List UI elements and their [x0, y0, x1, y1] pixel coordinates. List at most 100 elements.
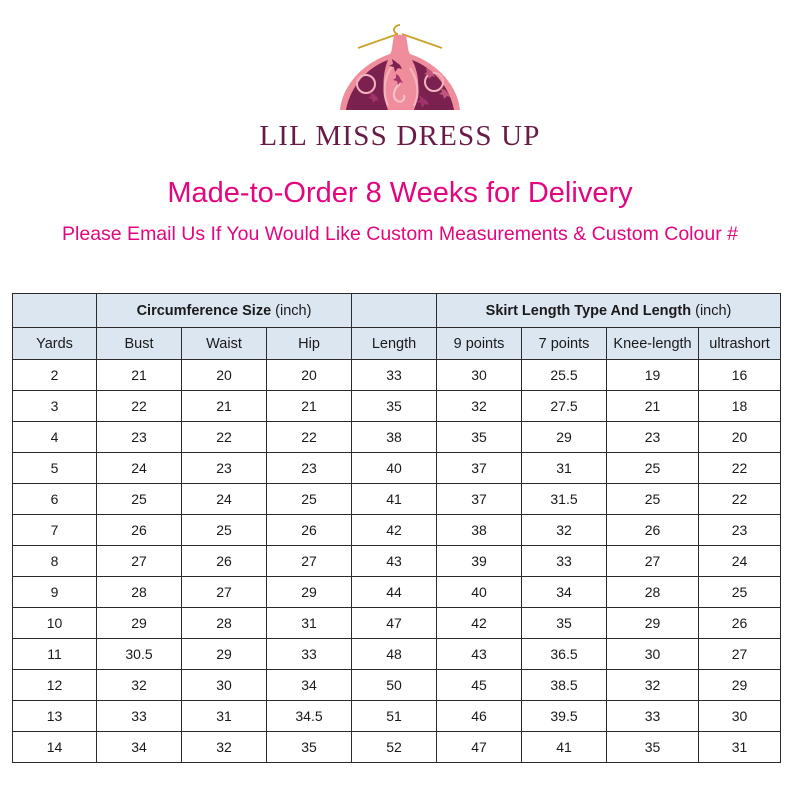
cell-hip: 25 — [265, 483, 353, 515]
table-row: 8 27 26 27 43 39 33 27 24 — [12, 545, 782, 577]
cell-9-points: 37 — [436, 483, 523, 515]
column-header-knee-length: Knee-length — [606, 327, 700, 360]
cell-7-points: 25.5 — [521, 359, 608, 391]
cell-waist: 22 — [181, 421, 267, 453]
column-header-length: Length — [351, 327, 438, 360]
cell-9-points: 46 — [436, 700, 523, 732]
cell-knee-length: 28 — [606, 576, 700, 608]
table-row: 11 30.5 29 33 48 43 36.5 30 27 — [12, 638, 782, 670]
brand-header: LIL MISS DRESS UP — [0, 0, 800, 151]
table-row: 2 21 20 20 33 30 25.5 19 16 — [12, 359, 782, 391]
cell-length: 41 — [351, 483, 438, 515]
cell-yards: 4 — [12, 421, 97, 453]
cell-knee-length: 30 — [606, 638, 700, 670]
cell-knee-length: 23 — [606, 421, 700, 453]
cell-knee-length: 35 — [606, 731, 700, 763]
table-row: 12 32 30 34 50 45 38.5 32 29 — [12, 669, 782, 701]
group-header-unit: (inch) — [271, 302, 312, 319]
cell-waist: 30 — [181, 669, 267, 701]
cell-ultrashort: 26 — [698, 607, 782, 639]
table-row: 5 24 23 23 40 37 31 25 22 — [12, 452, 782, 484]
cell-knee-length: 25 — [606, 483, 700, 515]
cell-ultrashort: 31 — [698, 731, 782, 763]
cell-length: 42 — [351, 514, 438, 546]
table-body: 2 21 20 20 33 30 25.5 19 16 3 22 21 21 35 32 27.5 21 18 4 2… — [12, 359, 782, 763]
cell-knee-length: 19 — [606, 359, 700, 391]
cell-ultrashort: 18 — [698, 390, 782, 422]
cell-bust: 32 — [96, 669, 182, 701]
cell-length: 38 — [351, 421, 438, 453]
cell-hip: 20 — [265, 359, 353, 391]
cell-hip: 35 — [265, 731, 353, 763]
cell-bust: 25 — [96, 483, 182, 515]
table-row: 4 23 22 22 38 35 29 23 20 — [12, 421, 782, 453]
cell-ultrashort: 22 — [698, 483, 782, 515]
cell-hip: 33 — [265, 638, 353, 670]
cell-ultrashort: 16 — [698, 359, 782, 391]
table-row: 14 34 32 35 52 47 41 35 31 — [12, 731, 782, 763]
dress-logo-icon — [340, 24, 460, 110]
cell-waist: 23 — [181, 452, 267, 484]
column-header-bust: Bust — [96, 327, 182, 360]
cell-yards: 14 — [12, 731, 97, 763]
cell-7-points: 38.5 — [521, 669, 608, 701]
cell-yards: 12 — [12, 669, 97, 701]
cell-waist: 28 — [181, 607, 267, 639]
cell-yards: 8 — [12, 545, 97, 577]
cell-waist: 25 — [181, 514, 267, 546]
table-row: 10 29 28 31 47 42 35 29 26 — [12, 607, 782, 639]
table-row: 6 25 24 25 41 37 31.5 25 22 — [12, 483, 782, 515]
cell-7-points: 41 — [521, 731, 608, 763]
table-row: 7 26 25 26 42 38 32 26 23 — [12, 514, 782, 546]
cell-bust: 23 — [96, 421, 182, 453]
column-header-hip: Hip — [265, 327, 353, 360]
cell-7-points: 35 — [521, 607, 608, 639]
cell-ultrashort: 30 — [698, 700, 782, 732]
column-header-ultrashort: ultrashort — [698, 327, 782, 360]
cell-bust: 28 — [96, 576, 182, 608]
cell-bust: 27 — [96, 545, 182, 577]
cell-yards: 10 — [12, 607, 97, 639]
cell-7-points: 33 — [521, 545, 608, 577]
cell-waist: 20 — [181, 359, 267, 391]
cell-bust: 26 — [96, 514, 182, 546]
column-header-yards: Yards — [12, 327, 97, 360]
cell-length: 51 — [351, 700, 438, 732]
cell-hip: 26 — [265, 514, 353, 546]
cell-7-points: 27.5 — [521, 390, 608, 422]
table-group-header-empty-0 — [12, 293, 97, 328]
cell-hip: 29 — [265, 576, 353, 608]
cell-waist: 27 — [181, 576, 267, 608]
cell-9-points: 42 — [436, 607, 523, 639]
table-group-header-row: Circumference Size (inch) Skirt Length Ty… — [12, 293, 782, 328]
table-column-header-row: Yards Bust Waist Hip Length 9 points 7 points K… — [12, 327, 782, 360]
table-group-header-3: Skirt Length Type And Length (inch) — [436, 293, 782, 328]
cell-knee-length: 21 — [606, 390, 700, 422]
cell-length: 35 — [351, 390, 438, 422]
cell-knee-length: 26 — [606, 514, 700, 546]
column-header-9-points: 9 points — [436, 327, 523, 360]
cell-7-points: 32 — [521, 514, 608, 546]
cell-hip: 21 — [265, 390, 353, 422]
cell-waist: 31 — [181, 700, 267, 732]
cell-yards: 7 — [12, 514, 97, 546]
cell-9-points: 30 — [436, 359, 523, 391]
cell-ultrashort: 23 — [698, 514, 782, 546]
cell-9-points: 38 — [436, 514, 523, 546]
cell-yards: 5 — [12, 452, 97, 484]
cell-hip: 27 — [265, 545, 353, 577]
cell-hip: 34 — [265, 669, 353, 701]
cell-bust: 22 — [96, 390, 182, 422]
cell-7-points: 39.5 — [521, 700, 608, 732]
table-group-header-1: Circumference Size (inch) — [95, 293, 353, 328]
table-row: 3 22 21 21 35 32 27.5 21 18 — [12, 390, 782, 422]
cell-yards: 3 — [12, 390, 97, 422]
cell-knee-length: 33 — [606, 700, 700, 732]
cell-7-points: 31 — [521, 452, 608, 484]
cell-length: 33 — [351, 359, 438, 391]
cell-7-points: 29 — [521, 421, 608, 453]
cell-bust: 33 — [96, 700, 182, 732]
cell-knee-length: 32 — [606, 669, 700, 701]
cell-waist: 21 — [181, 390, 267, 422]
